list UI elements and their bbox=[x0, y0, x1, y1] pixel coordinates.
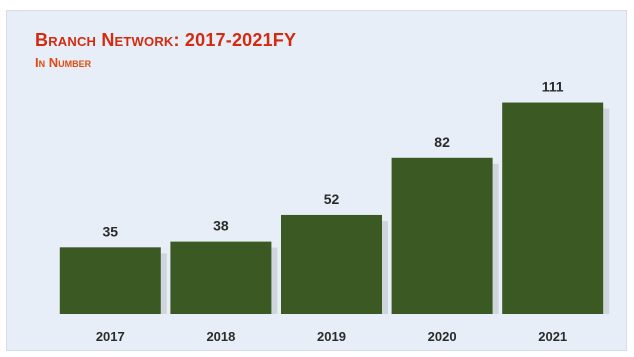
chart-subtitle: In Number bbox=[35, 55, 92, 70]
x-tick-label-2021: 2021 bbox=[538, 329, 567, 344]
bar-shadow-2018 bbox=[271, 247, 278, 314]
bar-shadow-2021 bbox=[603, 108, 610, 314]
bar-shadow-2019 bbox=[382, 220, 388, 314]
x-tick-label-2020: 2020 bbox=[428, 329, 457, 344]
bar-2020 bbox=[391, 157, 493, 314]
bar-2017 bbox=[59, 247, 161, 314]
chart-title: Branch Network: 2017-2021FY bbox=[35, 30, 297, 50]
bar-2019 bbox=[281, 214, 382, 314]
data-label-2021: 111 bbox=[542, 79, 564, 95]
data-label-2017: 35 bbox=[103, 223, 119, 239]
bar-shadow-2020 bbox=[492, 163, 499, 314]
labels-layer: 35 38 52 82 111 bbox=[103, 79, 564, 240]
bar-shadow-2017 bbox=[160, 253, 167, 314]
data-label-2018: 38 bbox=[213, 218, 229, 234]
bar-2021 bbox=[502, 102, 604, 314]
x-tick-label-2019: 2019 bbox=[317, 329, 346, 344]
x-tick-label-2018: 2018 bbox=[206, 329, 235, 344]
ticks-layer: 2017 2018 2019 2020 2021 bbox=[96, 329, 567, 344]
bars-layer bbox=[59, 102, 610, 314]
bar-2018 bbox=[170, 241, 272, 314]
data-label-2020: 82 bbox=[434, 134, 450, 150]
data-label-2019: 52 bbox=[324, 191, 340, 207]
x-tick-label-2017: 2017 bbox=[96, 329, 125, 344]
